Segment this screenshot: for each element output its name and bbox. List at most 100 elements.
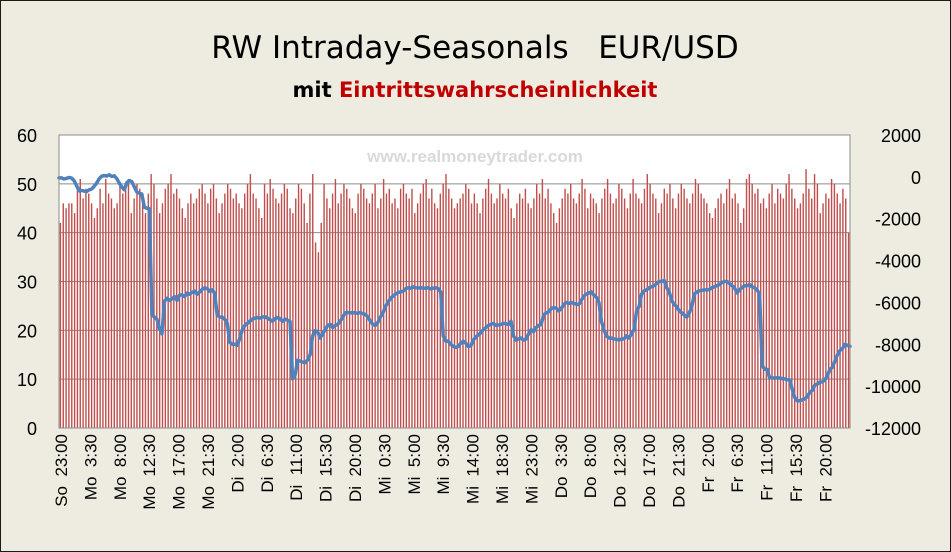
probability-bar [839,203,841,428]
probability-bar [102,203,104,428]
probability-bar [156,198,158,428]
probability-bar [615,198,617,428]
probability-bar [663,188,666,428]
x-tick-label: Di 6:30 [258,434,277,493]
probability-bar [493,203,495,428]
probability-bar [147,193,150,428]
probability-bar [689,203,691,428]
probability-bar [116,203,118,428]
probability-bar [521,198,524,428]
probability-bar [706,203,708,428]
left-tick-label: 10 [17,370,37,390]
probability-bar [68,203,70,428]
probability-bar [402,183,405,428]
probability-bar [711,218,714,428]
left-tick-label: 30 [17,273,37,293]
probability-bar [360,183,362,428]
probability-bar [391,203,393,428]
probability-bar [153,183,155,428]
probability-bar [450,198,453,428]
probability-bar [88,193,90,428]
left-axis: 0 10 20 30 40 50 60 [17,126,37,439]
probability-bar [192,203,195,428]
probability-bar [334,178,337,428]
probability-bar [584,188,586,428]
probability-bar [187,203,189,428]
probability-bar [419,193,422,428]
probability-bar [110,198,113,428]
probability-bar [570,183,572,428]
probability-bar [278,203,280,428]
probability-bar [314,242,317,428]
x-tick-label: Di 11:00 [287,434,306,501]
probability-bar [173,193,175,428]
probability-bar [575,203,578,428]
probability-bar [547,188,549,428]
probability-bar [720,193,722,428]
probability-bar [833,183,836,428]
probability-bars [59,169,850,428]
probability-bar [99,188,101,428]
probability-bar [510,208,512,428]
probability-bar [158,213,161,428]
x-tick-label: So 23:00 [52,434,71,507]
probability-bar [674,208,677,428]
probability-bar [808,188,810,428]
probability-bar [640,203,643,428]
probability-bar [428,198,430,428]
probability-bar [297,183,300,428]
probability-bar [252,193,254,428]
plot-area [57,134,852,429]
subtitle-highlight: Eintrittswahrscheinlichkeit [339,78,658,102]
probability-bar [703,198,705,428]
probability-bar [776,188,779,428]
probability-bar [621,188,623,428]
probability-bar [272,188,274,428]
probability-bar [456,203,459,428]
probability-bar [425,178,427,428]
probability-bar [762,198,765,428]
probability-bar [708,213,711,428]
probability-bar [249,174,252,428]
probability-bar [105,178,107,428]
probability-bar [397,208,399,428]
probability-bar [771,183,773,428]
probability-bar [79,178,81,428]
probability-bar [144,213,147,428]
probability-bar [198,188,201,428]
probability-bar [700,193,702,428]
probability-bar [346,188,348,428]
probability-bar [530,208,532,428]
probability-bar [567,193,569,428]
right-tick-label: -4000 [875,252,921,272]
probability-bar [811,198,813,428]
probability-bar [728,178,731,428]
probability-bar [737,203,739,428]
left-tick-label: 60 [17,126,37,146]
probability-bar [62,203,64,428]
probability-bar [629,193,631,428]
probability-bar [119,183,121,428]
probability-bar [612,203,614,428]
probability-bar [382,178,385,428]
probability-bar [847,232,850,428]
seasonal-line [57,173,852,403]
probability-bar [606,178,609,428]
probability-bar [646,174,648,428]
probability-bar [791,188,793,428]
probability-bar [422,183,425,428]
probability-bar [533,198,535,428]
x-tick-label: Mo 12:30 [140,434,159,510]
probability-bar [433,203,436,428]
x-tick-label: Mi 5:00 [405,434,424,494]
x-tick-label: Fr 6:30 [728,434,747,493]
probability-bar [317,252,320,428]
probability-bar [558,208,561,428]
probability-bar [178,198,181,428]
probability-bar [796,208,799,428]
probability-bar [774,203,776,428]
probability-bar [731,198,734,428]
probability-bar [802,193,804,428]
probability-bar [130,213,133,428]
probability-bar [232,198,235,428]
